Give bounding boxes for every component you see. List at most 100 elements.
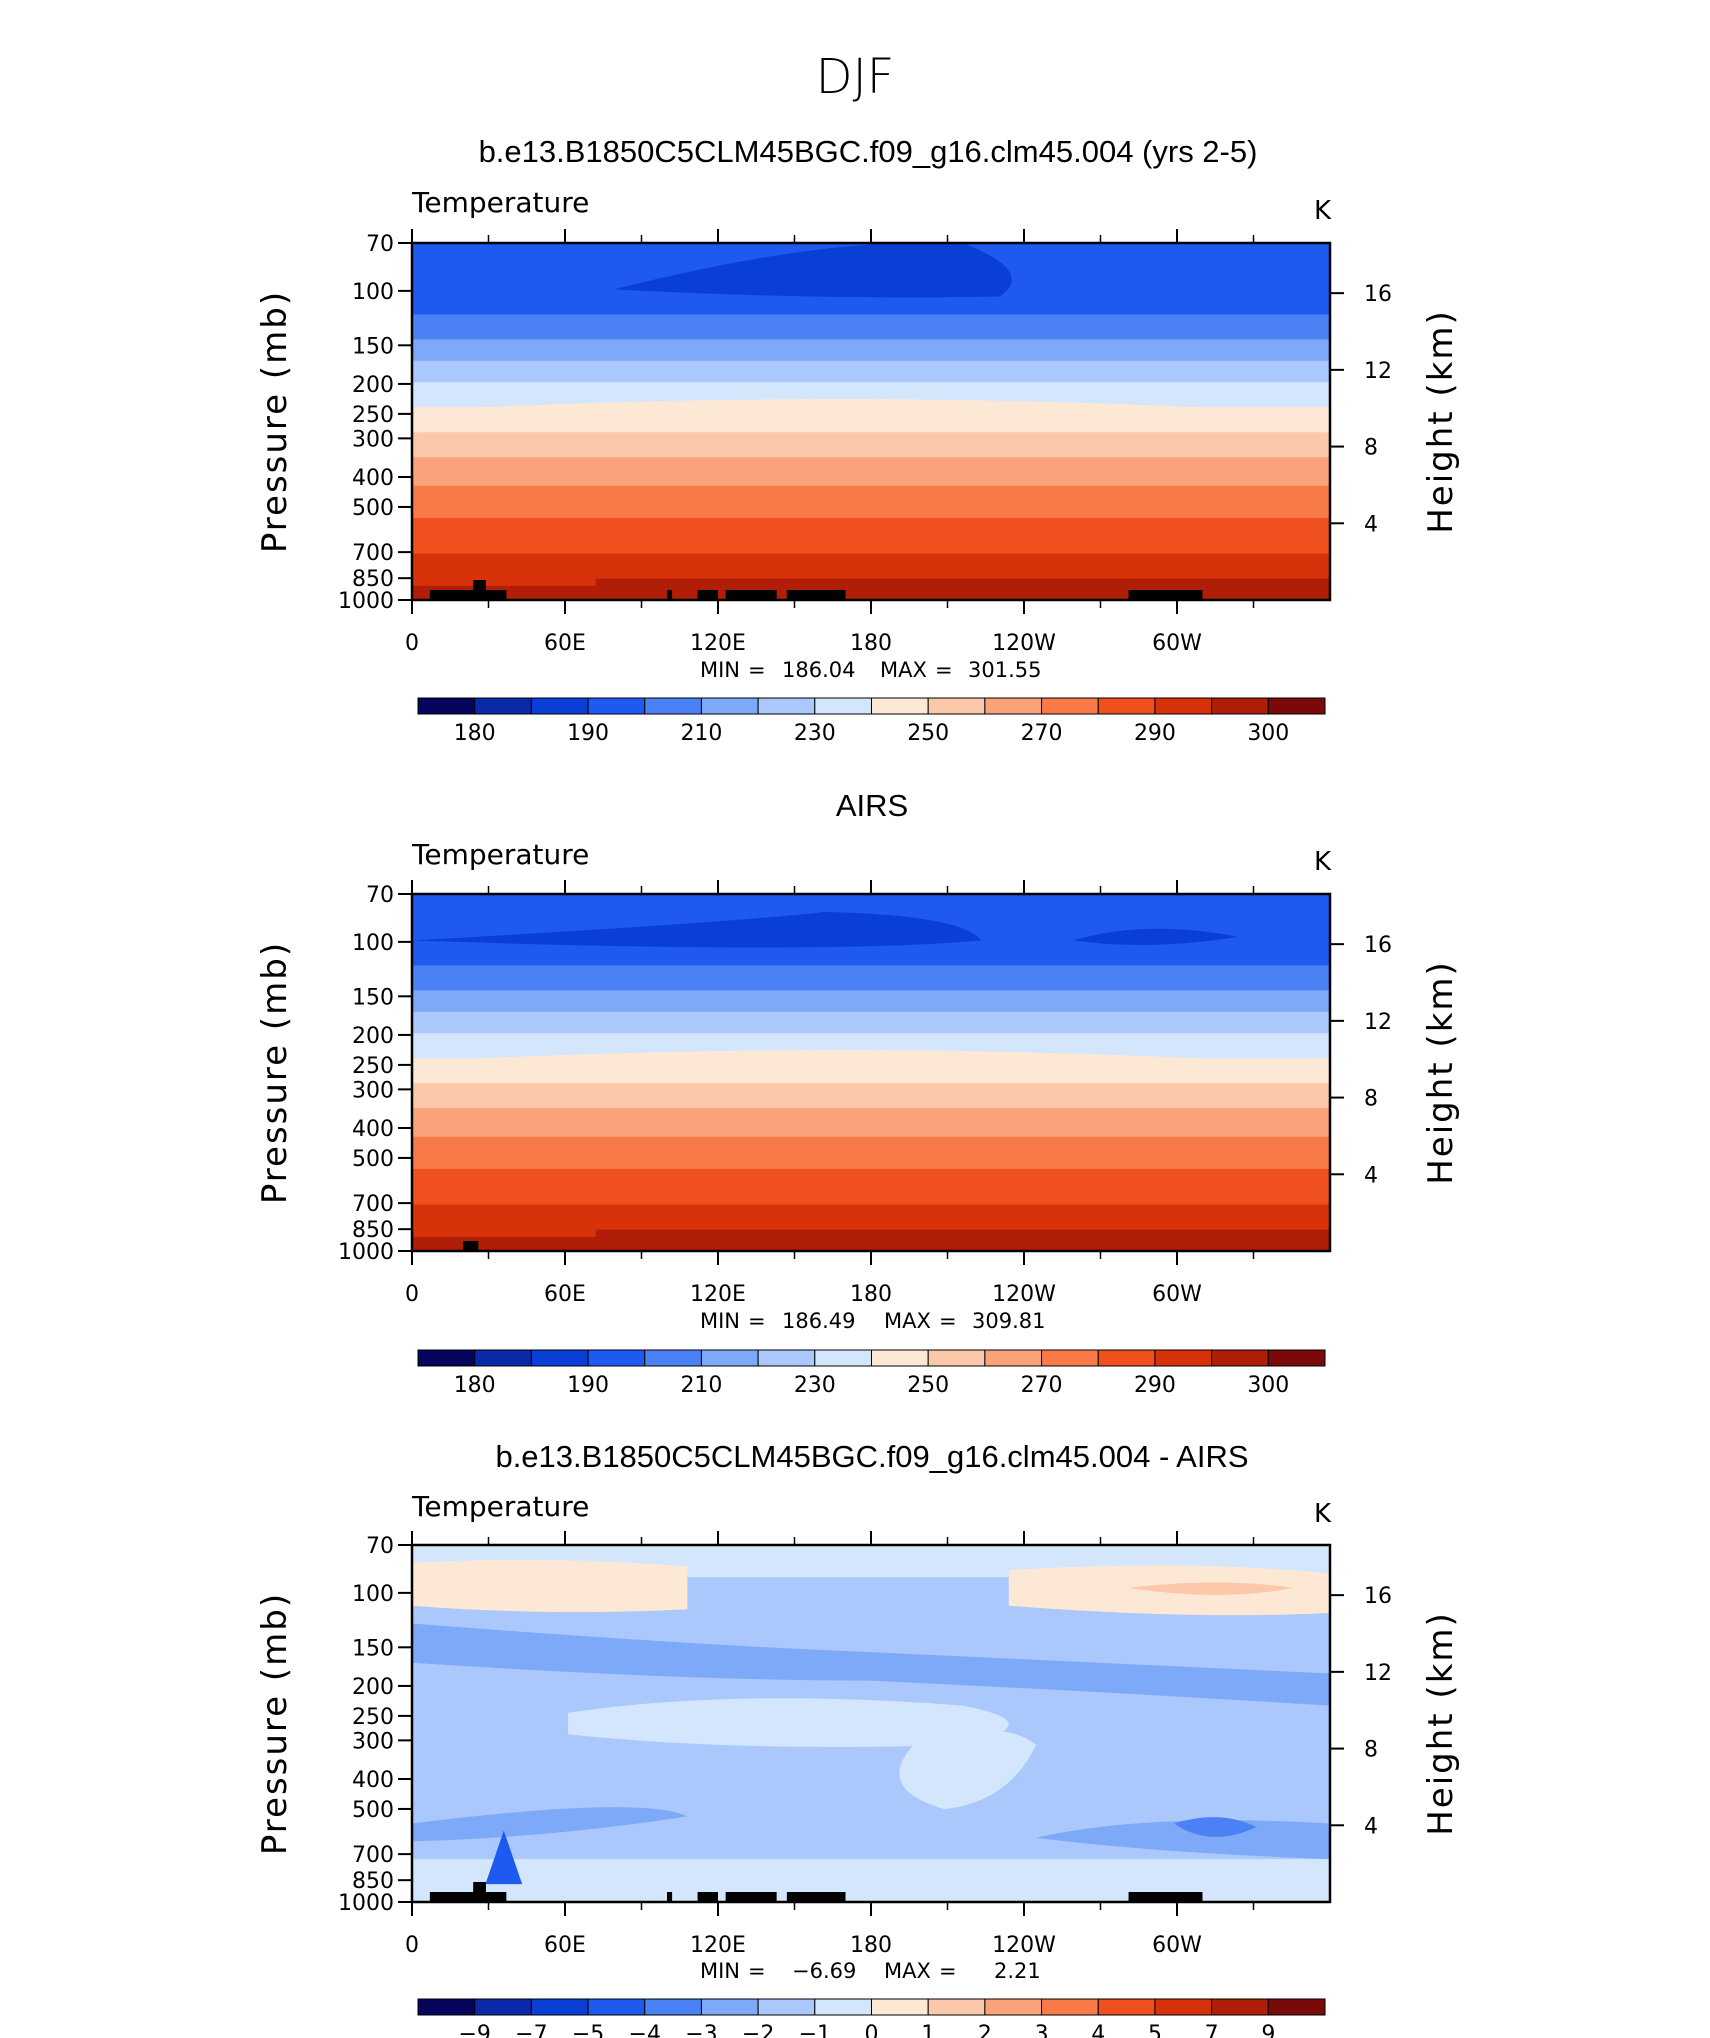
terrain-block xyxy=(697,590,718,600)
contour-band xyxy=(412,1011,1330,1035)
colorbar-swatch xyxy=(1097,697,1156,715)
colorbar: 180 190 210 230 250 270 290 300 xyxy=(417,1349,1326,1398)
colorbar-swatch xyxy=(417,1998,476,2016)
colorbar-swatch xyxy=(927,1998,986,2016)
colorbar-swatch xyxy=(814,697,872,715)
y-tick-label: 250 xyxy=(352,403,394,428)
colorbar-swatch xyxy=(587,697,646,715)
contour-band xyxy=(412,314,1330,341)
colorbar-label: 3 xyxy=(1035,2022,1049,2038)
topography-mask xyxy=(463,1241,479,1251)
contour-band xyxy=(412,965,1330,992)
left-string: Temperature xyxy=(411,1490,589,1523)
colorbar-label: 9 xyxy=(1261,2022,1275,2038)
contour-band xyxy=(412,1559,688,1613)
colorbar-label: 210 xyxy=(680,1373,722,1398)
units-label: K xyxy=(1314,1499,1332,1529)
contour-band xyxy=(412,399,1330,433)
colorbar-label: 300 xyxy=(1247,1373,1289,1398)
y-tick-label: 500 xyxy=(352,1798,394,1823)
colorbar-swatch xyxy=(700,697,759,715)
terrain-block xyxy=(429,590,507,600)
x-tick-label: 60E xyxy=(544,1282,586,1307)
y-tick-label: 150 xyxy=(352,985,394,1010)
colorbar-swatch xyxy=(417,697,476,715)
panel-difference: b.e13.B1850C5CLM45BGC.f09_g16.clm45.004 … xyxy=(255,1439,1461,2038)
contour-band xyxy=(1036,1820,1330,1860)
colorbar-label: 300 xyxy=(1247,721,1289,746)
colorbar-swatch xyxy=(474,1349,532,1367)
stats-max-value: 301.55 xyxy=(968,658,1041,682)
x-tick-label: 120E xyxy=(690,1933,746,1958)
y-tick-label: 400 xyxy=(352,1117,394,1142)
y-tick-label: 70 xyxy=(366,883,394,908)
colorbar-swatch xyxy=(984,1998,1043,2016)
contour-band xyxy=(412,1168,1330,1206)
contour-band xyxy=(412,1229,1330,1252)
stats-min-value: 186.49 xyxy=(782,1309,855,1333)
terrain-block xyxy=(463,1241,479,1251)
colorbar-swatch xyxy=(1211,1998,1269,2016)
stats-min-value: −6.69 xyxy=(792,1959,856,1983)
stats-equals: = xyxy=(748,1959,766,1983)
y-tick-label: 850 xyxy=(352,1218,394,1243)
x-tick-label: 60E xyxy=(544,1933,586,1958)
y-tick-label: 1000 xyxy=(338,1240,394,1265)
x-tick-label: 60W xyxy=(1152,1282,1202,1307)
terrain-block xyxy=(786,590,846,600)
height-tick-label: 8 xyxy=(1364,1738,1378,1763)
contour-band xyxy=(412,1136,1330,1170)
colorbar-swatch xyxy=(474,697,532,715)
colorbar-swatch xyxy=(1154,1998,1213,2016)
y-tick-label: 100 xyxy=(352,280,394,305)
y-tick-label: 700 xyxy=(352,1192,394,1217)
contour-band xyxy=(412,1623,1330,1706)
y-tick-label: 150 xyxy=(352,1636,394,1661)
y-tick-label: 850 xyxy=(352,567,394,592)
colorbar-label: −9 xyxy=(458,2022,490,2038)
contour-band xyxy=(568,1698,1009,1747)
stats-equals: = xyxy=(939,1309,957,1333)
terrain-block xyxy=(473,1882,486,1902)
contour-band xyxy=(485,1830,523,1885)
y-tick-label: 200 xyxy=(352,1024,394,1049)
stats-equals: = xyxy=(748,1309,766,1333)
colorbar-label: −4 xyxy=(629,2022,661,2038)
contour-band xyxy=(412,578,1330,601)
stats-equals: = xyxy=(935,658,953,682)
contour-band xyxy=(412,911,982,948)
y-tick-label: 700 xyxy=(352,1843,394,1868)
colorbar-swatch xyxy=(644,1998,702,2016)
colorbar-swatch xyxy=(474,1998,532,2016)
y-tick-label: 300 xyxy=(352,1078,394,1103)
panel-title: AIRS xyxy=(836,788,908,823)
x-tick-label: 180 xyxy=(850,631,892,656)
x-tick-label: 180 xyxy=(850,1933,892,1958)
contour-band xyxy=(1128,564,1211,576)
colorbar-swatch xyxy=(927,697,986,715)
colorbar-swatch xyxy=(1154,697,1213,715)
difference-field xyxy=(412,1545,1330,1902)
contour-band xyxy=(1173,1817,1257,1837)
colorbar-label: 180 xyxy=(454,721,496,746)
colorbar-label: 0 xyxy=(865,2022,879,2038)
colorbar-label: 4 xyxy=(1091,2022,1105,2038)
y-tick-label: 200 xyxy=(352,373,394,398)
y-tick-label: 850 xyxy=(352,1869,394,1894)
temperature-field xyxy=(412,242,1330,601)
y-tick-label: 70 xyxy=(366,232,394,257)
terrain-block xyxy=(1128,1892,1203,1902)
panel-obs: AIRS Temperature K 701001502002503004005… xyxy=(255,788,1461,1398)
colorbar-label: 290 xyxy=(1134,721,1176,746)
colorbar-label: 190 xyxy=(567,1373,609,1398)
y-tick-label: 70 xyxy=(366,1534,394,1559)
contour-band xyxy=(1128,1215,1211,1227)
colorbar-label: 1 xyxy=(921,2022,935,2038)
x-tick-label: 60W xyxy=(1152,631,1202,656)
colorbar-swatch xyxy=(814,1998,872,2016)
height-tick-label: 8 xyxy=(1364,1087,1378,1112)
colorbar-label: 190 xyxy=(567,721,609,746)
colorbar-label: 2 xyxy=(978,2022,992,2038)
colorbar-swatch xyxy=(984,1349,1043,1367)
